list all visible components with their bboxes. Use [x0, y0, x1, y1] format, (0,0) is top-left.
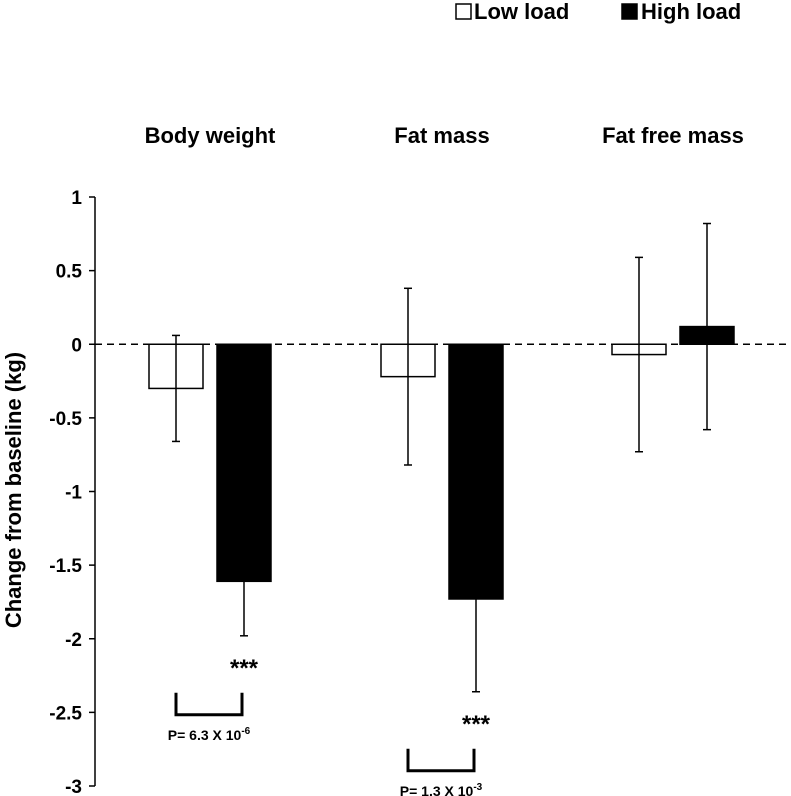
significance-stars-fat-mass: *** — [462, 711, 491, 738]
significance-bracket-fat-mass — [406, 748, 476, 773]
y-tick-label: 0 — [71, 335, 82, 356]
y-tick-label: 0.5 — [56, 262, 83, 283]
y-axis-label: Change from baseline (kg) — [1, 352, 26, 628]
y-tick-label: -2 — [65, 630, 82, 651]
p-value-body-weight: P= 6.3 X 10-6 — [168, 726, 251, 743]
y-tick-label: 1 — [71, 188, 82, 209]
legend-label-low-load: Low load — [474, 0, 569, 24]
significance-bracket-body-weight — [174, 692, 244, 717]
category-label-body-weight: Body weight — [145, 123, 276, 148]
category-label-fat-free-mass: Fat free mass — [602, 123, 744, 148]
y-tick-label: -3 — [65, 777, 82, 796]
legend: Low load High load — [455, 0, 741, 24]
y-tick-label: -0.5 — [49, 409, 82, 430]
bars — [148, 325, 735, 600]
legend-swatch-high-load — [621, 3, 638, 20]
y-axis: 1 0.5 0 -0.5 -1 -1.5 -2 -2.5 -3 — [49, 188, 96, 796]
y-tick-label: -1.5 — [49, 556, 82, 577]
significance-stars-body-weight: *** — [230, 655, 259, 682]
legend-label-high-load: High load — [641, 0, 741, 24]
significance-annotations: *** P= 6.3 X 10-6 *** P= 1.3 X 10-3 — [168, 655, 491, 796]
legend-swatch-low-load — [455, 3, 472, 20]
y-tick-label: -1 — [65, 483, 82, 504]
category-label-fat-mass: Fat mass — [394, 123, 489, 148]
y-tick-label: -2.5 — [49, 703, 82, 724]
p-value-fat-mass: P= 1.3 X 10-3 — [400, 782, 483, 796]
error-bars — [172, 222, 711, 693]
